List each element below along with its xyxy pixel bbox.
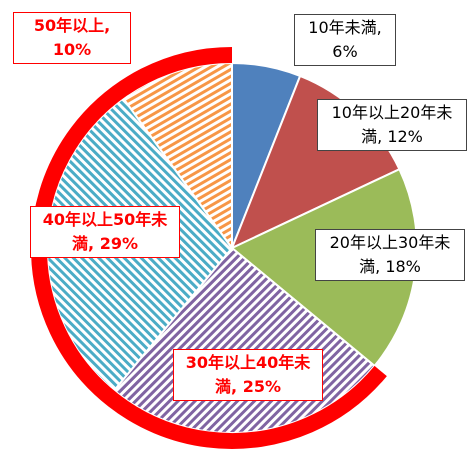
- data-label: 50年以上, 10%: [13, 12, 131, 64]
- value-label: 18%: [385, 257, 421, 276]
- data-label: 20年以上30年未満, 18%: [315, 229, 465, 281]
- category-label: 40年以上50年未満,: [42, 210, 168, 253]
- category-label: 20年以上30年未満,: [329, 233, 451, 276]
- category-label: 10年以上20年未満,: [331, 103, 453, 146]
- value-label: 25%: [242, 377, 281, 396]
- category-label: 10年未満,: [308, 18, 382, 37]
- value-label: 12%: [387, 127, 423, 146]
- value-label: 10%: [52, 40, 92, 59]
- data-label: 10年未満, 6%: [294, 14, 396, 66]
- category-label: 50年以上,: [33, 16, 111, 35]
- value-label: 29%: [99, 234, 138, 253]
- data-label: 40年以上50年未満, 29%: [30, 206, 180, 258]
- data-label: 30年以上40年未満, 25%: [173, 349, 323, 401]
- data-label: 10年以上20年未満, 12%: [317, 99, 467, 151]
- value-label: 6%: [332, 42, 358, 61]
- highlight-ring: [31, 47, 387, 449]
- pie-slice: [121, 61, 233, 252]
- category-label: 30年以上40年未満,: [185, 353, 311, 396]
